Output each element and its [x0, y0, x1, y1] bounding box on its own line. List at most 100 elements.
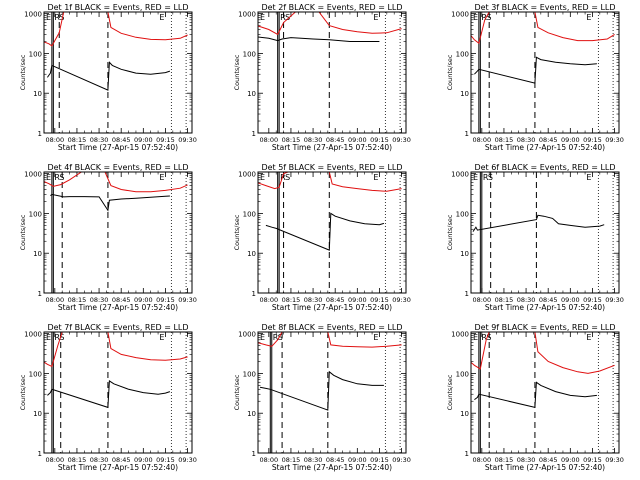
x-axis-label: Start Time (27-Apr-15 07:52:40) — [58, 143, 178, 152]
x-tick-label: 08:30 — [517, 456, 536, 464]
x-tick-label: 08:00 — [472, 136, 491, 144]
x-tick-label: 09:30 — [605, 296, 624, 304]
x-tick-label: 09:00 — [561, 296, 580, 304]
events-series-line — [47, 380, 171, 409]
x-tick-label: 09:30 — [605, 136, 624, 144]
panel-title-det: Det 8f — [261, 323, 286, 332]
x-tick-label: 09:30 — [392, 296, 411, 304]
y-tick-label: 100 — [243, 370, 256, 378]
x-tick-label: 08:45 — [539, 136, 558, 144]
marker-label-e2: E — [159, 13, 164, 22]
x-tick-label: 09:15 — [370, 136, 389, 144]
x-tick-label: 09:15 — [370, 456, 389, 464]
x-tick-label: 09:15 — [583, 136, 602, 144]
x-tick-label: 08:00 — [45, 136, 64, 144]
x-tick-label: 08:00 — [259, 136, 278, 144]
lld-series-line — [44, 12, 188, 47]
panel-5: Det 5f BLACK = Events, RED = LLD 1 10 100 10… — [233, 163, 411, 312]
y-tick-label: 10 — [33, 90, 42, 98]
panel-title: Det 1f BLACK = Events, RED = LLD — [47, 3, 188, 12]
y-tick-label: 1000 — [451, 171, 469, 179]
marker-label-e2: E — [373, 13, 378, 22]
y-tick-label: 10 — [247, 90, 256, 98]
marker-label-e2: E — [373, 173, 378, 182]
panel-title-rest: BLACK = Events, RED = LLD — [72, 3, 188, 12]
marker-label-e2: E — [159, 333, 164, 342]
marker-label-e2: E — [159, 173, 164, 182]
x-axis-label: Start Time (27-Apr-15 07:52:40) — [485, 303, 605, 312]
x-tick-label: 09:15 — [583, 456, 602, 464]
x-tick-label: 08:45 — [112, 136, 131, 144]
x-tick-label: 09:00 — [134, 456, 153, 464]
x-axis-label: Start Time (27-Apr-15 07:52:40) — [485, 463, 605, 472]
x-tick-label: 08:15 — [282, 136, 301, 144]
y-tick-label: 100 — [456, 370, 469, 378]
x-tick-label: 08:45 — [539, 296, 558, 304]
panel-title: Det 7f BLACK = Events, RED = LLD — [47, 323, 188, 332]
x-tick-label: 09:15 — [156, 136, 175, 144]
events-series-line — [259, 370, 384, 411]
y-tick-label: 100 — [29, 370, 42, 378]
marker-label-r: R — [54, 333, 60, 342]
panel-title: Det 6f BLACK = Events, RED = LLD — [474, 163, 615, 172]
y-tick-label: 1 — [252, 450, 256, 458]
x-tick-label: 09:30 — [392, 456, 411, 464]
events-series-line — [472, 214, 605, 232]
marker-label-e: E — [260, 13, 265, 22]
x-axis-label: Start Time (27-Apr-15 07:52:40) — [272, 463, 392, 472]
x-tick-label: 09:15 — [370, 296, 389, 304]
x-tick-label: 09:00 — [561, 136, 580, 144]
marker-label-e: E — [260, 173, 265, 182]
panel-title-det: Det 3f — [474, 3, 499, 12]
x-axis-label: Start Time (27-Apr-15 07:52:40) — [58, 463, 178, 472]
x-tick-label: 09:00 — [348, 456, 367, 464]
y-axis-label: Counts/sec — [233, 214, 241, 250]
x-tick-label: 08:00 — [45, 456, 64, 464]
marker-label-s: S — [59, 173, 64, 182]
x-tick-label: 09:00 — [348, 296, 367, 304]
x-tick-label: 08:45 — [112, 456, 131, 464]
y-tick-label: 10 — [247, 410, 256, 418]
panel-9: Det 9f BLACK = Events, RED = LLD 1 10 100 10… — [446, 323, 624, 472]
y-tick-label: 10 — [460, 410, 469, 418]
y-tick-label: 10 — [460, 250, 469, 258]
events-series-line — [474, 381, 597, 409]
y-tick-label: 10 — [33, 250, 42, 258]
panel-title: Det 8f BLACK = Events, RED = LLD — [261, 323, 402, 332]
y-tick-label: 100 — [29, 50, 42, 58]
marker-label-e: E — [46, 333, 51, 342]
x-tick-label: 08:30 — [517, 296, 536, 304]
x-tick-label: 09:00 — [348, 136, 367, 144]
y-tick-label: 1 — [38, 290, 42, 298]
x-tick-label: 09:30 — [178, 296, 197, 304]
x-tick-label: 08:45 — [539, 456, 558, 464]
panel-title-rest: BLACK = Events, RED = LLD — [499, 323, 615, 332]
y-tick-label: 1 — [252, 290, 256, 298]
lld-series-line — [471, 12, 615, 45]
x-tick-label: 08:45 — [326, 136, 345, 144]
x-tick-label: 08:30 — [304, 296, 323, 304]
lld-series-line — [258, 332, 402, 348]
plot-frame — [43, 11, 193, 134]
x-tick-label: 09:30 — [392, 136, 411, 144]
x-tick-label: 08:15 — [68, 296, 87, 304]
x-tick-label: 08:15 — [495, 136, 514, 144]
events-series-line — [265, 212, 385, 251]
x-tick-label: 09:15 — [583, 296, 602, 304]
plot-frame — [470, 171, 620, 294]
marker-label-e: E — [46, 13, 51, 22]
y-tick-label: 1000 — [24, 171, 42, 179]
y-tick-label: 100 — [456, 210, 469, 218]
x-tick-label: 09:30 — [178, 136, 197, 144]
panel-title-det: Det 9f — [474, 323, 499, 332]
panel-2: Det 2f BLACK = Events, RED = LLD 1 10 100 10… — [233, 3, 411, 152]
panel-title: Det 5f BLACK = Events, RED = LLD — [261, 163, 402, 172]
x-tick-label: 08:15 — [282, 456, 301, 464]
x-tick-label: 09:00 — [134, 296, 153, 304]
x-tick-label: 08:30 — [90, 296, 109, 304]
panel-title: Det 3f BLACK = Events, RED = LLD — [474, 3, 615, 12]
marker-label-e: E — [473, 173, 478, 182]
marker-label-r: R — [280, 173, 286, 182]
plot-frame — [257, 171, 407, 294]
